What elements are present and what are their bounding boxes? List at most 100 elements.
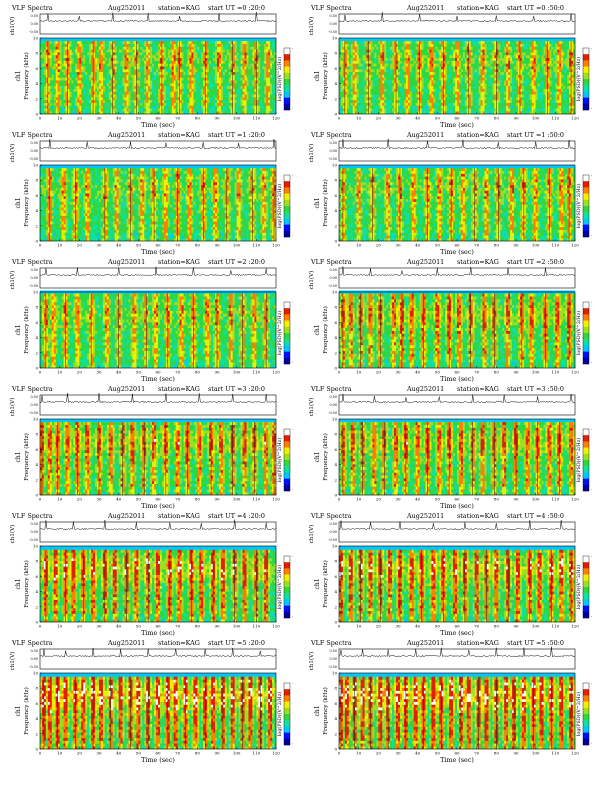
x-tick-label: 20 [77,243,83,248]
spectrogram-panel: VLF Spectra Aug252011 station=KAG start UT … [305,4,595,132]
spectrogram-ytick: 2 [334,223,337,228]
spectrogram-ytick: 6 [35,320,38,325]
x-tick-label: 50 [435,624,441,629]
x-tick-label: 60 [155,116,161,121]
header-station: station=KAG [158,512,200,520]
colorbar-tick: - [292,174,294,178]
spectrogram-ytick: 0 [334,112,337,117]
spectrogram-ytick: 0 [35,112,38,117]
colorbar-tick: - [292,682,294,686]
waveform-frame [338,394,576,416]
waveform-tick: 0.00 [30,403,38,407]
spectrogram-ytick: 4 [35,716,38,721]
spectrogram-ytick: 6 [35,193,38,198]
header-start-time: start UT =4 :20:0 [208,512,265,520]
waveform-ylabel: ch1(V) [9,398,16,417]
colorbar-label: log(PSD)(V^2/Hz) [276,311,283,355]
waveform-frame [338,13,576,35]
waveform-tick: 0.00 [30,657,38,661]
spectrogram-panel: VLF Spectra Aug252011 station=KAG start UT … [305,131,595,259]
x-tick-label: 100 [532,497,540,502]
header-date: Aug252011 [107,512,145,520]
waveform-tick: -0.50 [328,538,337,542]
x-tick-label: 50 [136,751,142,756]
spectrogram-ytick: 6 [334,574,337,579]
x-axis-label: Time (sec) [440,121,474,129]
header-date: Aug252011 [107,385,145,393]
spectrogram-ytick: 4 [334,208,337,213]
waveform-tick: 0.00 [329,657,337,661]
x-tick-label: 20 [376,370,382,375]
header-title: VLF Spectra [11,385,53,393]
colorbar-tick: - [292,428,294,432]
x-tick-label: 70 [175,243,181,248]
spectrogram-ytick: 6 [334,66,337,71]
x-tick-label: 60 [155,624,161,629]
x-tick-label: 40 [415,751,421,756]
x-tick-label: 0 [39,751,42,756]
spectrogram-ytick: 2 [35,96,38,101]
spectrogram-ytick: 10 [332,544,338,549]
waveform-frame [338,267,576,289]
spectrogram-channel-label: ch1 [15,197,22,208]
waveform-frame [338,521,576,543]
header-start-time: start UT =1 :20:0 [208,131,265,139]
x-tick-label: 70 [474,497,480,502]
waveform-frame [39,648,277,670]
x-tick-label: 120 [272,370,280,375]
x-tick-label: 70 [474,243,480,248]
colorbar-label: log(PSD)(V^2/Hz) [276,57,283,101]
spectrogram-ytick: 8 [334,305,337,310]
x-tick-label: 120 [571,751,579,756]
waveform-trace [338,266,576,277]
spectrogram-ylabel: Frequency (kHz) [23,179,30,227]
header-title: VLF Spectra [11,258,53,266]
x-tick-label: 120 [272,751,280,756]
spectrogram-panel: VLF Spectra Aug252011 station=KAG start UT … [305,639,595,767]
header-station: station=KAG [158,4,200,12]
waveform-trace [338,393,576,404]
x-tick-label: 60 [155,370,161,375]
header-station: station=KAG [457,512,499,520]
spectrogram-ytick: 4 [334,462,337,467]
x-tick-label: 110 [253,370,261,375]
spectrogram-ytick: 0 [35,747,38,752]
x-tick-label: 110 [552,243,560,248]
x-tick-label: 0 [39,624,42,629]
colorbar-tick: - [591,682,593,686]
x-tick-label: 70 [175,370,181,375]
spectrogram-ytick: 10 [33,544,39,549]
spectrogram-ytick: 4 [35,589,38,594]
header-date: Aug252011 [107,258,145,266]
waveform-frame [39,13,277,35]
spectrogram-ylabel: Frequency (kHz) [322,560,329,608]
x-tick-label: 120 [272,497,280,502]
header-title: VLF Spectra [11,4,53,12]
waveform-tick: -0.50 [29,30,38,34]
spectrogram-ytick: 6 [334,320,337,325]
header-start-time: start UT =3 :20:0 [208,385,265,393]
spectrogram-image [339,165,576,242]
spectrogram-ytick: 2 [334,96,337,101]
waveform-ylabel: ch1(V) [308,144,315,163]
x-tick-label: 30 [96,243,102,248]
waveform-tick: -0.50 [29,157,38,161]
x-tick-label: 60 [155,497,161,502]
x-tick-label: 80 [195,751,201,756]
colorbar-tick: - [292,107,294,111]
waveform-tick: 0.00 [329,403,337,407]
header-start-time: start UT =0 :50:0 [507,4,564,12]
waveform-ylabel: ch1(V) [9,144,16,163]
x-tick-label: 50 [136,243,142,248]
x-tick-label: 60 [454,116,460,121]
x-tick-label: 20 [376,116,382,121]
x-tick-label: 120 [571,116,579,121]
x-tick-label: 90 [513,370,519,375]
x-tick-label: 30 [96,751,102,756]
spectrogram-ytick: 8 [334,559,337,564]
x-tick-label: 80 [195,624,201,629]
header-station: station=KAG [457,4,499,12]
x-tick-label: 100 [532,370,540,375]
colorbar-tick: - [292,742,294,746]
